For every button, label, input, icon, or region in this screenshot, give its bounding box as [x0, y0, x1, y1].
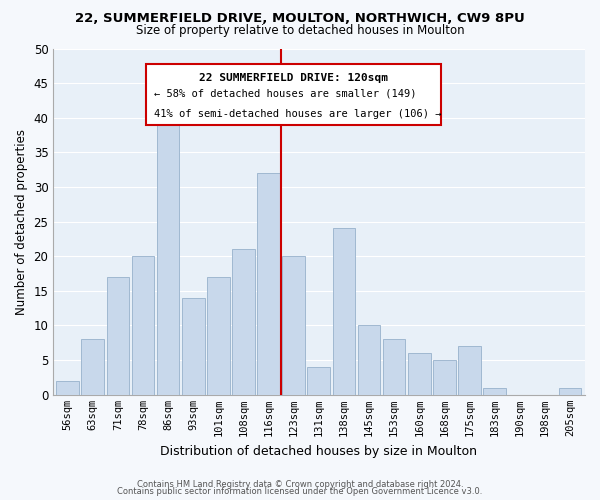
- Text: Size of property relative to detached houses in Moulton: Size of property relative to detached ho…: [136, 24, 464, 37]
- Text: 41% of semi-detached houses are larger (106) →: 41% of semi-detached houses are larger (…: [154, 108, 441, 118]
- Bar: [283, 256, 305, 394]
- Y-axis label: Number of detached properties: Number of detached properties: [15, 128, 28, 314]
- Bar: [182, 298, 205, 394]
- Bar: [257, 173, 280, 394]
- Bar: [458, 346, 481, 395]
- Bar: [332, 228, 355, 394]
- Bar: [56, 380, 79, 394]
- Bar: [132, 256, 154, 394]
- Bar: [82, 339, 104, 394]
- Bar: [232, 249, 255, 394]
- X-axis label: Distribution of detached houses by size in Moulton: Distribution of detached houses by size …: [160, 444, 477, 458]
- Bar: [107, 277, 129, 394]
- Text: ← 58% of detached houses are smaller (149): ← 58% of detached houses are smaller (14…: [154, 88, 416, 98]
- Text: Contains HM Land Registry data © Crown copyright and database right 2024.: Contains HM Land Registry data © Crown c…: [137, 480, 463, 489]
- Bar: [559, 388, 581, 394]
- FancyBboxPatch shape: [146, 64, 441, 124]
- Bar: [383, 339, 406, 394]
- Bar: [157, 111, 179, 395]
- Bar: [408, 353, 431, 395]
- Text: Contains public sector information licensed under the Open Government Licence v3: Contains public sector information licen…: [118, 488, 482, 496]
- Text: 22, SUMMERFIELD DRIVE, MOULTON, NORTHWICH, CW9 8PU: 22, SUMMERFIELD DRIVE, MOULTON, NORTHWIC…: [75, 12, 525, 26]
- Bar: [358, 326, 380, 394]
- Bar: [207, 277, 230, 394]
- Bar: [307, 367, 330, 394]
- Text: 22 SUMMERFIELD DRIVE: 120sqm: 22 SUMMERFIELD DRIVE: 120sqm: [199, 72, 388, 83]
- Bar: [483, 388, 506, 394]
- Bar: [433, 360, 455, 394]
